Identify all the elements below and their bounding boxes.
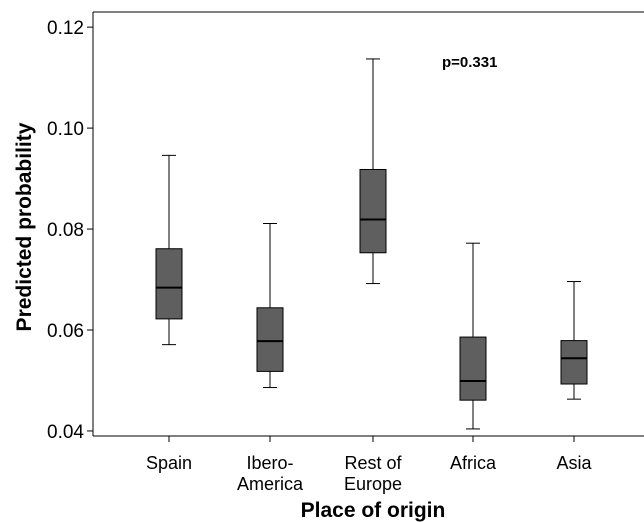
- x-tick-label: Ibero-: [246, 453, 293, 473]
- iqr-box: [560, 340, 588, 385]
- y-tick-label: 0.12: [47, 18, 84, 39]
- y-tick-label: 0.04: [47, 422, 84, 443]
- x-tick-label: Asia: [556, 453, 592, 473]
- iqr-box: [256, 307, 284, 372]
- y-tick-label: 0.10: [47, 119, 84, 140]
- x-tick-label: Rest of: [344, 453, 402, 473]
- box-group: [560, 281, 588, 400]
- iqr-box: [459, 336, 487, 401]
- p-value-annotation: p=0.331: [442, 54, 497, 71]
- boxes: [155, 58, 588, 430]
- y-tick-label: 0.06: [47, 321, 84, 342]
- box-group: [459, 242, 487, 430]
- x-tick-label: Spain: [146, 453, 192, 473]
- y-tick-label: 0.08: [47, 220, 84, 241]
- box-group: [155, 154, 183, 346]
- x-tick-label: Africa: [450, 453, 497, 473]
- x-tick-label: Europe: [344, 474, 402, 494]
- y-axis: 0.04 0.06 0.08 0.10 0.12: [47, 18, 93, 443]
- iqr-box: [359, 168, 387, 254]
- x-tick-label: America: [237, 474, 304, 494]
- box-group: [359, 58, 387, 285]
- box-group: [256, 222, 284, 389]
- y-axis-title: Predicted probability: [13, 122, 36, 331]
- x-axis-title: Place of origin: [301, 499, 446, 522]
- iqr-box: [155, 248, 183, 320]
- plot-frame: [92, 11, 644, 437]
